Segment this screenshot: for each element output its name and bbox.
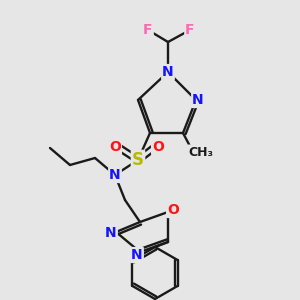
Text: O: O [152,140,164,154]
Text: N: N [131,248,143,262]
Text: N: N [192,93,204,107]
Text: N: N [109,168,121,182]
Text: N: N [162,65,174,79]
Text: O: O [167,203,179,217]
Text: N: N [105,226,117,240]
Text: O: O [109,140,121,154]
Text: CH₃: CH₃ [188,146,214,158]
Text: F: F [185,23,195,37]
Text: S: S [132,151,144,169]
Text: F: F [143,23,153,37]
